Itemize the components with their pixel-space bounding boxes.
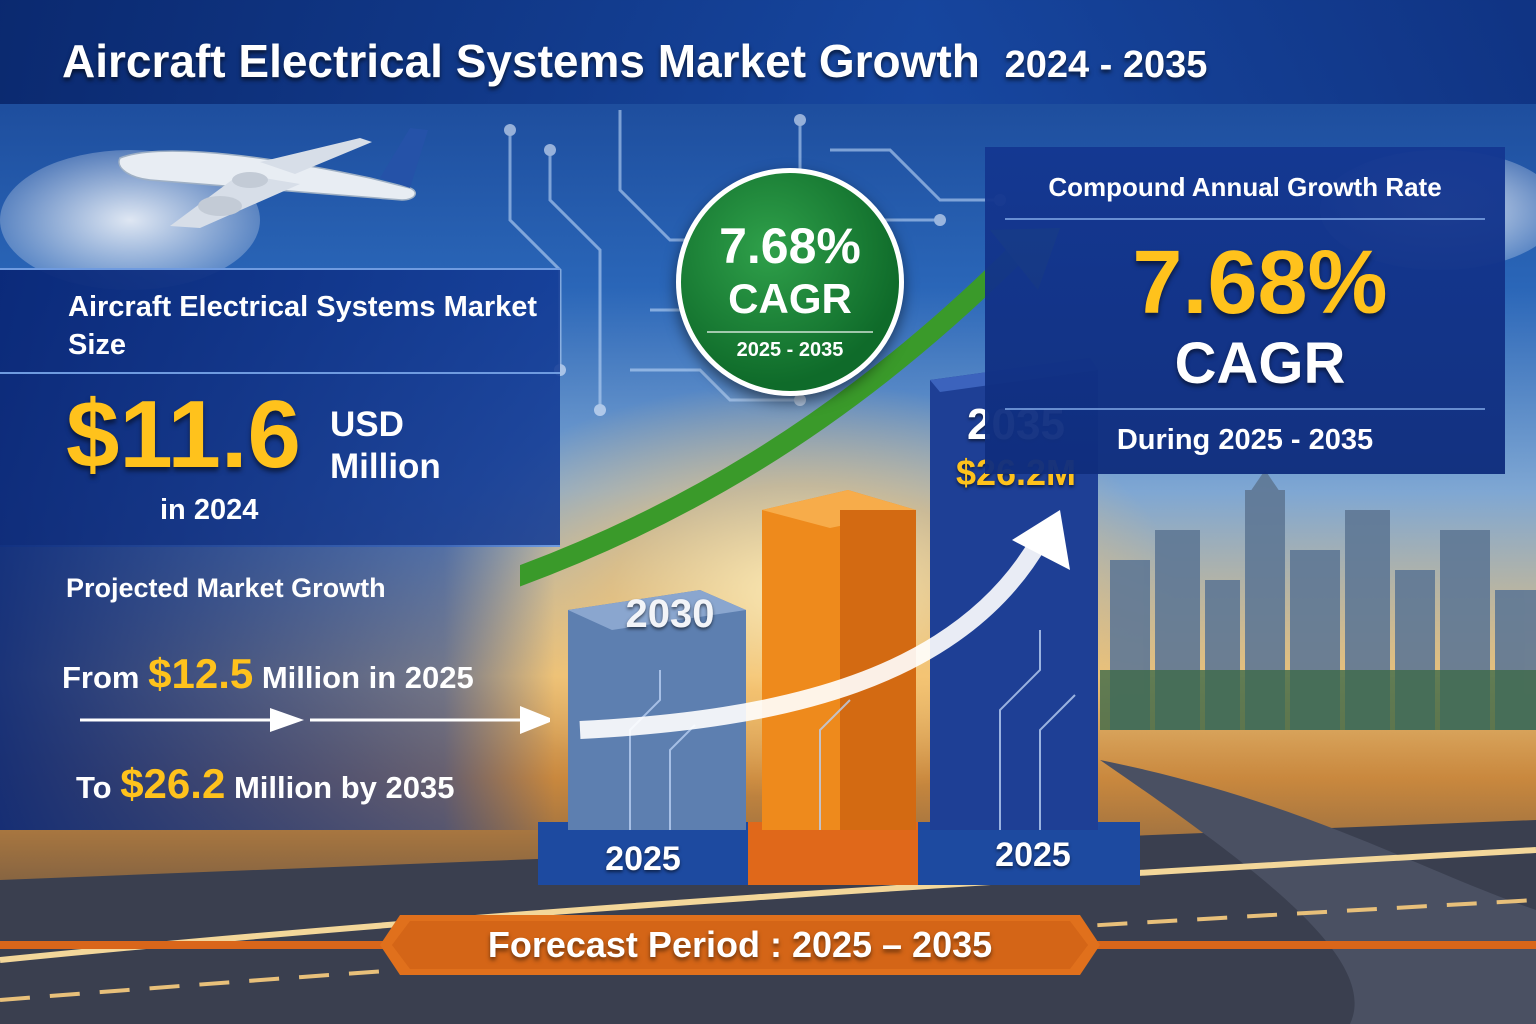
to-prefix: To [76, 770, 112, 805]
title-main: Aircraft Electrical Systems Market Growt… [62, 35, 980, 87]
from-value: $12.5 [148, 650, 254, 697]
title-years: 2024 - 2035 [1004, 44, 1208, 86]
forecast-period: Forecast Period : 2025 – 2035 [487, 924, 993, 965]
market-size-panel [0, 268, 560, 547]
base-label-left: 2025 [605, 840, 681, 878]
cagr-panel-label: CAGR [1174, 331, 1346, 396]
market-size-heading: Aircraft Electrical Systems Market Size [68, 291, 538, 361]
title-bar [0, 0, 1536, 104]
cagr-panel [985, 147, 1505, 474]
arrow-right-icon [80, 706, 550, 734]
market-size-value: $11.6 [66, 381, 301, 488]
airplane-image [118, 128, 428, 228]
base-label-right: 2025 [995, 836, 1071, 874]
projected-growth-heading: Projected Market Growth [66, 573, 386, 603]
divider [1005, 218, 1485, 220]
to-suffix: Million by 2035 [233, 770, 455, 805]
city-skyline [1100, 470, 1536, 730]
bar-2030-label: 2030 [625, 592, 715, 636]
growth-bars-graphic [520, 228, 1140, 885]
market-size-unit: USD Million [330, 405, 441, 486]
divider [0, 372, 560, 374]
cagr-panel-period: During 2025 - 2035 [1116, 424, 1374, 456]
cagr-badge: 7.68% CAGR 2025 - 2035 [676, 168, 904, 396]
badge-label: CAGR [728, 275, 852, 322]
to-value: $26.2 [120, 760, 226, 807]
growth-from-line: From $12.5 Million in 2025 [62, 650, 474, 698]
cagr-panel-rate: 7.68% [1132, 233, 1388, 333]
badge-divider [707, 331, 873, 333]
divider [1005, 408, 1485, 410]
forecast-banner [0, 915, 1536, 975]
badge-rate: 7.68% [719, 218, 861, 274]
from-prefix: From [62, 660, 140, 695]
page-title: Aircraft Electrical Systems Market Growt… [62, 34, 1207, 88]
cagr-panel-heading: Compound Annual Growth Rate [1048, 172, 1442, 202]
market-size-year: in 2024 [160, 494, 259, 526]
projected-growth-panel [0, 545, 555, 830]
from-suffix: Million in 2025 [261, 660, 474, 695]
badge-years: 2025 - 2035 [736, 339, 844, 361]
growth-to-line: To $26.2 Million by 2035 [76, 760, 454, 808]
